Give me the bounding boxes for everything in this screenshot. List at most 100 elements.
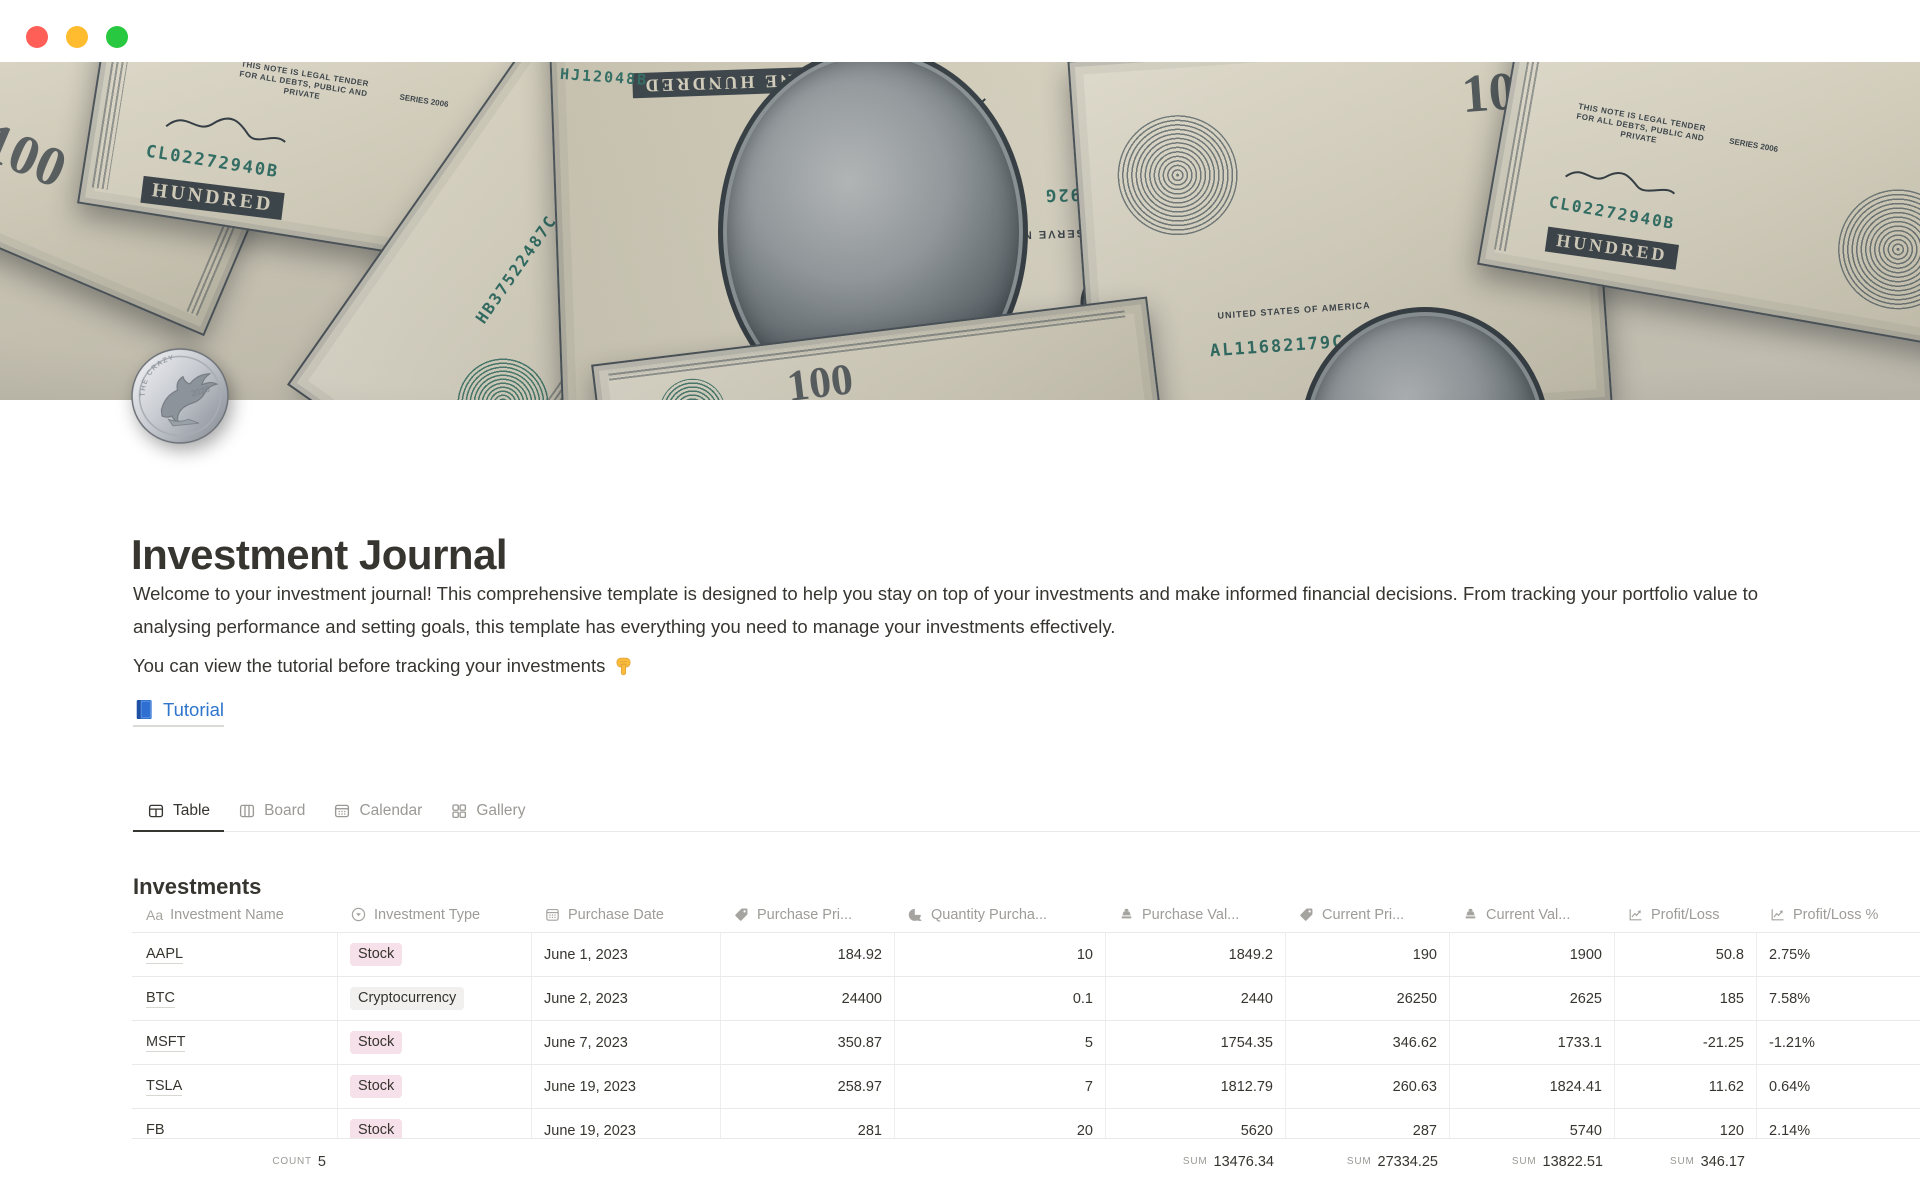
cell-purchase-value[interactable]: 1812.79 [1106,1065,1286,1108]
investment-name[interactable]: TSLA [146,1077,183,1096]
cell-profit-loss[interactable]: 11.62 [1615,1065,1757,1108]
close-window-button[interactable] [26,26,48,48]
cell-current-value[interactable]: 1824.41 [1450,1065,1615,1108]
cell-quantity[interactable]: 20 [895,1109,1106,1138]
cell-current-price[interactable]: 26250 [1286,977,1450,1020]
page-icon-coin[interactable]: THE CRAZY ONES 2020 [121,341,235,451]
table-row-tsla[interactable]: TSLA Stock June 19, 2023 258.97 7 1812.7… [132,1065,1920,1109]
cell-name[interactable]: FB [132,1109,338,1138]
column-label: Investment Name [170,906,284,923]
footer-count[interactable]: COUNT 5 [132,1139,338,1184]
cell-current-price[interactable]: 190 [1286,933,1450,976]
column-header-profit-loss[interactable]: Profit/Loss [1615,906,1757,923]
cell-type[interactable]: Stock [338,933,532,976]
column-header-purchase-price[interactable]: Purchase Pri... [721,906,895,923]
cell-purchase-price[interactable]: 184.92 [721,933,895,976]
table-row-fb[interactable]: FB Stock June 19, 2023 281 20 5620 287 5… [132,1109,1920,1138]
view-tab-bar: Table Board Calendar [132,793,1920,832]
footer-empty[interactable] [338,1139,532,1184]
column-header-current-value[interactable]: Current Val... [1450,906,1615,923]
footer-empty[interactable] [721,1139,895,1184]
investment-name[interactable]: BTC [146,989,175,1008]
tab-table[interactable]: Table [133,794,225,832]
cell-purchase-value[interactable]: 5620 [1106,1109,1286,1138]
zoom-window-button[interactable] [106,26,128,48]
footer-empty[interactable] [532,1139,721,1184]
table-row-btc[interactable]: BTC Cryptocurrency June 2, 2023 24400 0.… [132,977,1920,1021]
column-header-profit-loss-pct[interactable]: Profit/Loss % [1757,906,1920,923]
cell-purchase-price[interactable]: 258.97 [721,1065,895,1108]
footer-empty[interactable] [1757,1139,1920,1184]
profit-loss-pct: 7.58% [1769,990,1811,1007]
profit-loss-pct: -1.21% [1769,1034,1815,1051]
tutorial-link[interactable]: Tutorial [133,698,225,727]
cell-purchase-value[interactable]: 1849.2 [1106,933,1286,976]
cell-profit-loss[interactable]: -21.25 [1615,1021,1757,1064]
cell-date[interactable]: June 7, 2023 [532,1021,721,1064]
cover-hundred-band: HUNDRED [140,175,285,220]
cell-purchase-price[interactable]: 24400 [721,977,895,1020]
tutorial-note[interactable]: You can view the tutorial before trackin… [133,655,634,677]
sum-label: SUM [1511,1156,1537,1167]
cell-date[interactable]: June 1, 2023 [532,933,721,976]
investment-name[interactable]: MSFT [146,1033,186,1052]
tab-board[interactable]: Board [224,794,319,832]
cell-quantity[interactable]: 7 [895,1065,1106,1108]
cell-current-price[interactable]: 260.63 [1286,1065,1450,1108]
cell-date[interactable]: June 19, 2023 [532,1065,721,1108]
cell-date[interactable]: June 19, 2023 [532,1109,721,1138]
cell-name[interactable]: BTC [132,977,338,1020]
cell-type[interactable]: Stock [338,1109,532,1138]
column-header-investment-name[interactable]: Aa Investment Name [132,907,338,923]
column-header-investment-type[interactable]: Investment Type [338,906,532,923]
cell-current-value[interactable]: 1733.1 [1450,1021,1615,1064]
investment-name[interactable]: AAPL [146,945,184,964]
cell-current-price[interactable]: 346.62 [1286,1021,1450,1064]
footer-empty[interactable] [895,1139,1106,1184]
cell-profit-loss-pct[interactable]: -1.21% [1757,1021,1920,1064]
cell-purchase-price[interactable]: 281 [721,1109,895,1138]
cell-current-value[interactable]: 2625 [1450,977,1615,1020]
cell-profit-loss-pct[interactable]: 0.64% [1757,1065,1920,1108]
cell-purchase-value[interactable]: 1754.35 [1106,1021,1286,1064]
page-description[interactable]: Welcome to your investment journal! This… [133,583,1759,637]
purchase-value: 5620 [1240,1122,1273,1139]
column-header-purchase-date[interactable]: Purchase Date [532,906,721,923]
cell-date[interactable]: June 2, 2023 [532,977,721,1020]
cell-profit-loss-pct[interactable]: 2.14% [1757,1109,1920,1139]
footer-sum-current-value[interactable]: SUM 13822.51 [1450,1139,1615,1184]
database-title[interactable]: Investments [133,874,262,900]
cell-current-value[interactable]: 1900 [1450,933,1615,976]
cell-current-price[interactable]: 287 [1286,1109,1450,1138]
cell-profit-loss-pct[interactable]: 2.75% [1757,933,1920,976]
footer-sum-profit-loss[interactable]: SUM 346.17 [1615,1139,1757,1184]
footer-sum-current-price[interactable]: SUM 27334.25 [1286,1139,1450,1184]
page-title[interactable]: Investment Journal [131,531,508,579]
tab-calendar[interactable]: Calendar [319,794,436,832]
column-header-current-price[interactable]: Current Pri... [1286,906,1450,923]
footer-sum-purchase-value[interactable]: SUM 13476.34 [1106,1139,1286,1184]
cell-quantity[interactable]: 10 [895,933,1106,976]
tab-gallery[interactable]: Gallery [436,794,539,832]
column-header-purchase-value[interactable]: Purchase Val... [1106,906,1286,923]
investment-name[interactable]: FB [146,1121,165,1138]
cell-current-value[interactable]: 5740 [1450,1109,1615,1138]
column-header-quantity-purchased[interactable]: Quantity Purcha... [895,906,1106,923]
table-row-aapl[interactable]: AAPL Stock June 1, 2023 184.92 10 1849.2… [132,933,1920,977]
cell-type[interactable]: Stock [338,1065,532,1108]
cell-name[interactable]: MSFT [132,1021,338,1064]
cell-purchase-value[interactable]: 2440 [1106,977,1286,1020]
cell-profit-loss[interactable]: 185 [1615,977,1757,1020]
cell-name[interactable]: AAPL [132,933,338,976]
cell-purchase-price[interactable]: 350.87 [721,1021,895,1064]
cell-profit-loss[interactable]: 120 [1615,1109,1757,1138]
cell-type[interactable]: Cryptocurrency [338,977,532,1020]
cell-quantity[interactable]: 0.1 [895,977,1106,1020]
cell-type[interactable]: Stock [338,1021,532,1064]
cell-quantity[interactable]: 5 [895,1021,1106,1064]
table-row-msft[interactable]: MSFT Stock June 7, 2023 350.87 5 1754.35… [132,1021,1920,1065]
minimize-window-button[interactable] [66,26,88,48]
cell-profit-loss-pct[interactable]: 7.58% [1757,977,1920,1020]
cell-name[interactable]: TSLA [132,1065,338,1108]
cell-profit-loss[interactable]: 50.8 [1615,933,1757,976]
